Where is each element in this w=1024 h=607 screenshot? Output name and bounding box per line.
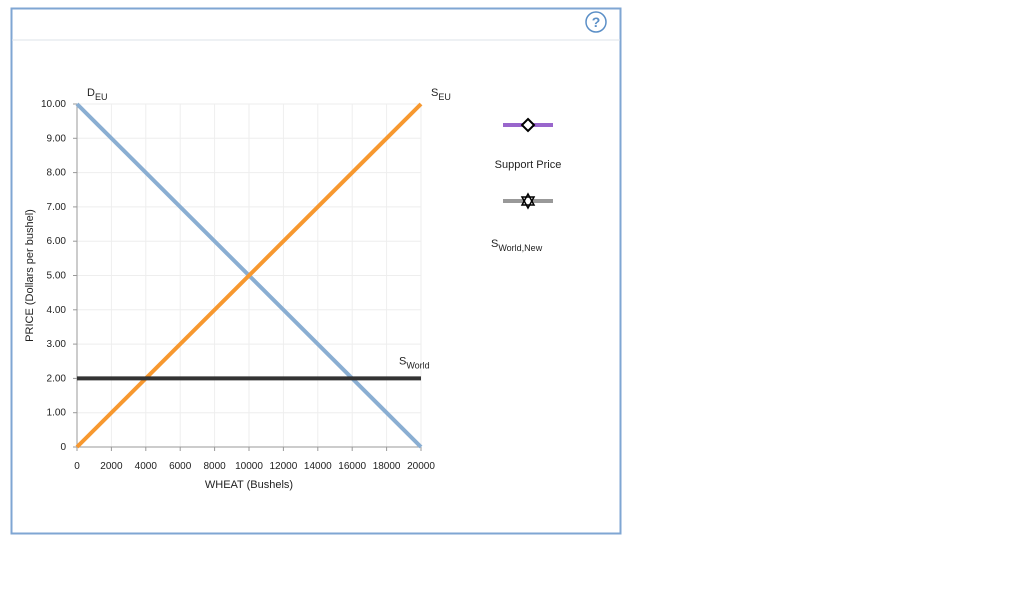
tool-label: SWorld,New bbox=[491, 238, 543, 253]
x-tick-label: 20000 bbox=[407, 461, 435, 472]
y-tick-label: 2.00 bbox=[47, 373, 67, 384]
drawing-tool[interactable]: SWorld,New bbox=[491, 192, 553, 253]
y-tick-label: 1.00 bbox=[47, 408, 67, 419]
series-label: SWorld bbox=[399, 355, 430, 370]
y-axis-title: PRICE (Dollars per bushel) bbox=[24, 209, 36, 342]
x-axis-title: WHEAT (Bushels) bbox=[205, 479, 293, 491]
help-button[interactable]: ? bbox=[585, 11, 607, 33]
x-tick-label: 0 bbox=[74, 461, 80, 472]
drawing-tool[interactable]: Support Price bbox=[495, 117, 562, 171]
y-tick-label: 7.00 bbox=[47, 202, 67, 213]
y-tick-label: 9.00 bbox=[47, 133, 67, 144]
series-label: SEU bbox=[431, 87, 451, 102]
x-tick-label: 6000 bbox=[169, 461, 192, 472]
y-tick-label: 3.00 bbox=[47, 339, 67, 350]
x-tick-label: 12000 bbox=[269, 461, 297, 472]
series-label-main: S bbox=[431, 87, 438, 99]
tool-marker bbox=[520, 117, 536, 133]
plot: 0 2000 4000 6000 8000 10000 12000 14000 16000 180… bbox=[24, 87, 561, 491]
tool-label: Support Price bbox=[495, 159, 562, 171]
y-tick-label: 4.00 bbox=[47, 305, 67, 316]
y-tick-label: 0 bbox=[60, 442, 66, 453]
x-tick-label: 4000 bbox=[135, 461, 158, 472]
x-tick-label: 14000 bbox=[304, 461, 332, 472]
series-label-main: D bbox=[87, 87, 95, 99]
x-tick-label: 8000 bbox=[203, 461, 226, 472]
svg-text:?: ? bbox=[592, 14, 601, 30]
x-tick-label: 10000 bbox=[235, 461, 263, 472]
x-tick-label: 2000 bbox=[100, 461, 123, 472]
tool-label-sub: World,New bbox=[498, 243, 542, 253]
series-label-sub: World bbox=[406, 360, 429, 370]
tool-label-main: S bbox=[491, 238, 498, 250]
x-tick-label: 18000 bbox=[373, 461, 401, 472]
series-label-main: S bbox=[399, 355, 406, 367]
frame bbox=[10, 7, 622, 535]
y-tick-label: 6.00 bbox=[47, 236, 67, 247]
y-tick-label: 5.00 bbox=[47, 271, 67, 282]
y-tick-label: 10.00 bbox=[41, 99, 66, 110]
y-tick-label: 8.00 bbox=[47, 168, 67, 179]
series-label-sub: EU bbox=[438, 92, 451, 102]
series-line bbox=[75, 102, 423, 449]
series-label-sub: EU bbox=[95, 92, 108, 102]
series-label: DEU bbox=[87, 87, 107, 102]
x-tick-label: 16000 bbox=[338, 461, 366, 472]
tool-marker bbox=[520, 196, 536, 210]
